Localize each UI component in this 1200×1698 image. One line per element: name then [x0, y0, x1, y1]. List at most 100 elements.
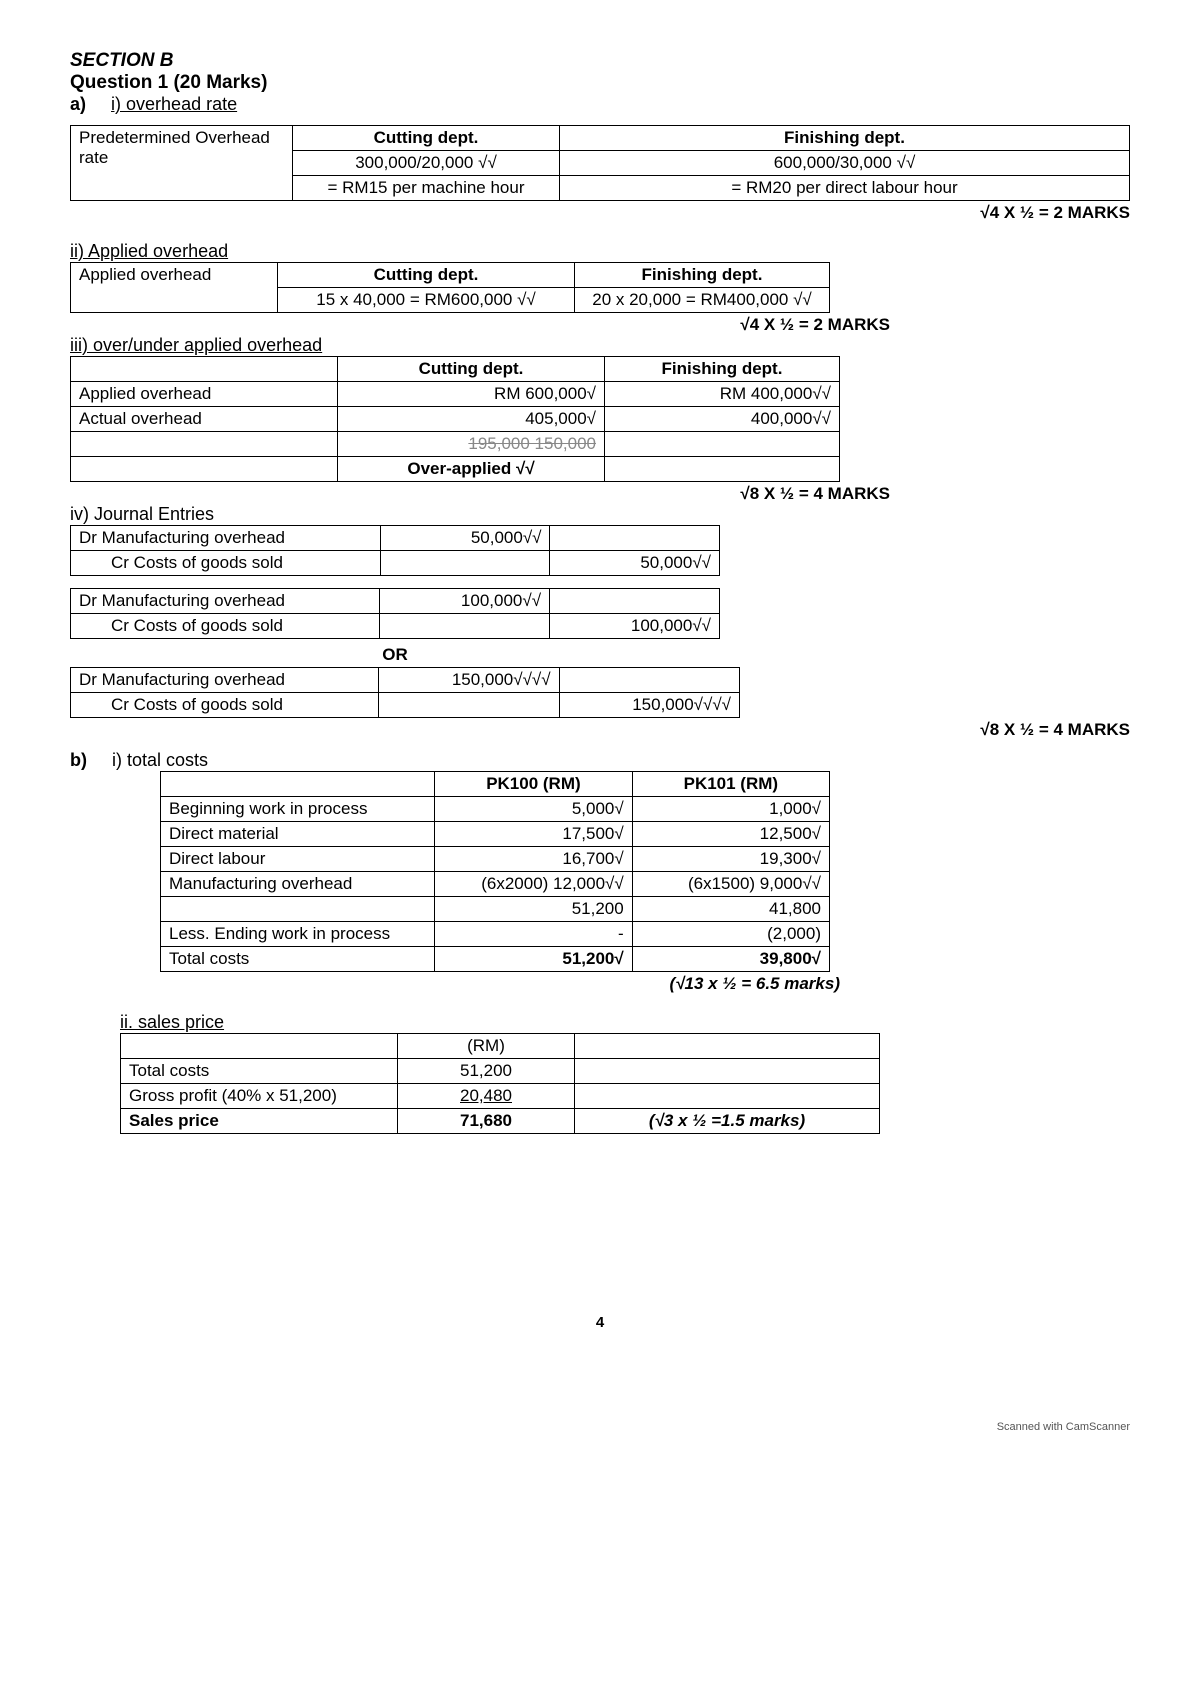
moh-c2: (6x1500) 9,000√√: [632, 872, 829, 897]
section-label: SECTION B: [70, 50, 1130, 72]
moh-c1: (6x2000) 12,000√√: [435, 872, 633, 897]
aiii-label: iii) over/under applied overhead: [70, 335, 1130, 356]
total-c1: 51,200√: [435, 947, 633, 972]
dm-c2: 12,500√: [632, 822, 829, 847]
je2-dr-amt: 100,000√√: [380, 589, 550, 614]
sp-label: Sales price: [121, 1109, 398, 1134]
total-c2: 39,800√: [632, 947, 829, 972]
cutting-result: = RM15 per machine hour: [293, 176, 560, 201]
actual-finishing: 400,000√√: [605, 407, 840, 432]
bwip-label: Beginning work in process: [161, 797, 435, 822]
b-label: b): [70, 750, 87, 770]
gp-label: Gross profit (40% x 51,200): [121, 1084, 398, 1109]
finishing-head: Finishing dept.: [560, 126, 1130, 151]
part-a-i-label: a) i) overhead rate: [70, 94, 1130, 115]
je2-cr: Cr Costs of goods sold: [71, 614, 380, 639]
over-applied: Over-applied √√: [338, 457, 605, 482]
je1-cr: Cr Costs of goods sold: [71, 551, 381, 576]
je1-cr-amt: 50,000√√: [550, 551, 720, 576]
or-label: OR: [70, 645, 720, 665]
empty-cell: [121, 1034, 398, 1059]
b-i-label: b) i) total costs: [70, 750, 1130, 771]
gp-val: 20,480: [398, 1084, 575, 1109]
a-label: a): [70, 94, 86, 114]
marks-bii: (√3 x ½ =1.5 marks): [575, 1109, 880, 1134]
sp-val: 71,680: [398, 1109, 575, 1134]
marks-bi: (√13 x ½ = 6.5 marks): [70, 974, 840, 994]
journal-entry-1: Dr Manufacturing overhead 50,000√√ Cr Co…: [70, 525, 720, 576]
dm-c1: 17,500√: [435, 822, 633, 847]
pk101-head: PK101 (RM): [632, 772, 829, 797]
empty-cell: [550, 526, 720, 551]
applied-label: Applied overhead: [71, 382, 338, 407]
question-label: Question 1 (20 Marks): [70, 72, 1130, 94]
journal-entry-3: Dr Manufacturing overhead 150,000√√√√ Cr…: [70, 667, 740, 718]
page-number: 4: [70, 1314, 1130, 1331]
cutting-val: 15 x 40,000 = RM600,000 √√: [278, 288, 575, 313]
tc-label: Total costs: [121, 1059, 398, 1084]
dm-label: Direct material: [161, 822, 435, 847]
total-label: Total costs: [161, 947, 435, 972]
rm-head: (RM): [398, 1034, 575, 1059]
empty-cell: [161, 772, 435, 797]
empty-cell: [575, 1034, 880, 1059]
je1-dr: Dr Manufacturing overhead: [71, 526, 381, 551]
empty-cell: [379, 693, 559, 718]
ewip-c1: -: [435, 922, 633, 947]
dl-c2: 19,300√: [632, 847, 829, 872]
empty-cell: [605, 432, 840, 457]
empty-cell: [381, 551, 550, 576]
scanned-label: Scanned with CamScanner: [70, 1421, 1130, 1433]
je1-dr-amt: 50,000√√: [381, 526, 550, 551]
empty-cell: [575, 1084, 880, 1109]
pk100-head: PK100 (RM): [435, 772, 633, 797]
empty-cell: [71, 357, 338, 382]
finishing-head: Finishing dept.: [575, 263, 830, 288]
sales-price-table: (RM) Total costs51,200 Gross profit (40%…: [120, 1033, 880, 1134]
total-costs-table: PK100 (RM) PK101 (RM) Beginning work in …: [160, 771, 830, 972]
diff-cutting: 195,000 150,000: [338, 432, 605, 457]
journal-entry-2: Dr Manufacturing overhead 100,000√√ Cr C…: [70, 588, 720, 639]
finishing-val: 20 x 20,000 = RM400,000 √√: [575, 288, 830, 313]
je3-dr-amt: 150,000√√√√: [379, 668, 559, 693]
empty-cell: [550, 589, 720, 614]
je3-dr: Dr Manufacturing overhead: [71, 668, 379, 693]
je2-cr-amt: 100,000√√: [550, 614, 720, 639]
actual-label: Actual overhead: [71, 407, 338, 432]
marks-i: √4 X ½ = 2 MARKS: [70, 203, 1130, 223]
je3-cr-amt: 150,000√√√√: [559, 693, 739, 718]
overhead-rate-table: Predetermined Overhead rate Cutting dept…: [70, 125, 1130, 201]
cutting-calc: 300,000/20,000 √√: [293, 151, 560, 176]
marks-ii: √4 X ½ = 2 MARKS: [70, 315, 890, 335]
section-header: SECTION B Question 1 (20 Marks) a) i) ov…: [70, 50, 1130, 115]
aiv-label: iv) Journal Entries: [70, 504, 1130, 525]
bii-label: ii. sales price: [120, 1012, 1130, 1033]
cutting-head: Cutting dept.: [278, 263, 575, 288]
row-label: Applied overhead: [71, 263, 278, 313]
dl-c1: 16,700√: [435, 847, 633, 872]
sub-label: [161, 897, 435, 922]
marks-iii: √8 X ½ = 4 MARKS: [70, 484, 890, 504]
bwip-c1: 5,000√: [435, 797, 633, 822]
finishing-calc: 600,000/30,000 √√: [560, 151, 1130, 176]
ewip-label: Less. Ending work in process: [161, 922, 435, 947]
aii-label: ii) Applied overhead: [70, 241, 1130, 262]
empty-cell: [71, 457, 338, 482]
moh-label: Manufacturing overhead: [161, 872, 435, 897]
sub-c2: 41,800: [632, 897, 829, 922]
applied-cutting: RM 600,000√: [338, 382, 605, 407]
ai-label: i) overhead rate: [111, 94, 237, 114]
actual-cutting: 405,000√: [338, 407, 605, 432]
marks-iv: √8 X ½ = 4 MARKS: [70, 720, 1130, 740]
ewip-c2: (2,000): [632, 922, 829, 947]
empty-cell: [559, 668, 739, 693]
je3-cr: Cr Costs of goods sold: [71, 693, 379, 718]
finishing-head: Finishing dept.: [605, 357, 840, 382]
bi-label: i) total costs: [112, 750, 208, 770]
over-under-table: Cutting dept. Finishing dept. Applied ov…: [70, 356, 840, 482]
tc-val: 51,200: [398, 1059, 575, 1084]
empty-cell: [575, 1059, 880, 1084]
row-label: Predetermined Overhead rate: [71, 126, 293, 201]
finishing-result: = RM20 per direct labour hour: [560, 176, 1130, 201]
je2-dr: Dr Manufacturing overhead: [71, 589, 380, 614]
